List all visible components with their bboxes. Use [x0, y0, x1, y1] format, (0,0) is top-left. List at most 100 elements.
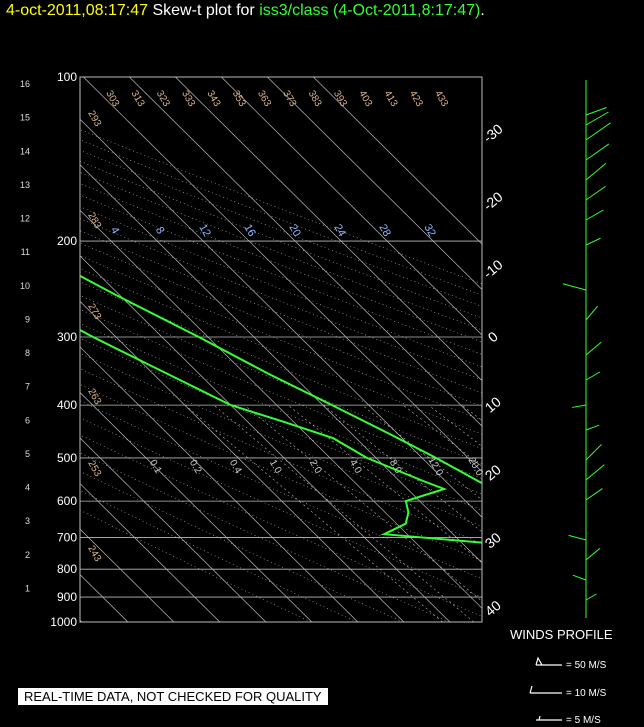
isotherm-line [80, 164, 482, 564]
pressure-tick-label: 800 [57, 562, 77, 576]
dry-adiabat-line [80, 384, 482, 562]
mixing-ratio-line [428, 404, 482, 447]
wind-barb [585, 488, 603, 501]
mixing-ratio-line [185, 404, 443, 622]
height-tick-label: 16 [20, 79, 30, 89]
dry-adiabat-line [80, 139, 482, 296]
height-tick-label: 14 [20, 146, 30, 156]
dry-adiabat-label: 383 [306, 89, 324, 109]
dry-adiabat-line [80, 206, 482, 368]
dry-adiabat-line [80, 230, 482, 394]
height-tick-label: 13 [20, 180, 30, 190]
wind-barb [585, 107, 607, 116]
dry-adiabat-label: 353 [230, 89, 248, 109]
winds-profile-title: WINDS PROFILE [510, 627, 613, 642]
pressure-tick-label: 900 [57, 590, 77, 604]
wind-barb [585, 424, 600, 431]
dry-adiabat-line [80, 281, 482, 450]
mixing-ratio-line [244, 404, 482, 602]
dry-adiabat-line [80, 160, 482, 319]
wind-barb [585, 548, 601, 561]
isotherm-line [221, 77, 482, 336]
date-time-label: 4-oct-2011,08:17:47 [6, 2, 149, 19]
dry-adiabat-line [80, 242, 482, 407]
height-tick-label: 2 [25, 550, 30, 560]
mixing-ratio-line [361, 404, 482, 501]
dry-adiabat-line [80, 323, 482, 495]
wind-barb [585, 371, 601, 381]
height-tick-label: 9 [25, 314, 30, 324]
isotherm-line [267, 77, 482, 290]
dry-adiabat-label: 433 [432, 89, 450, 109]
dewpoint-trace [80, 328, 482, 544]
wind-legend-barb-50 [535, 656, 562, 666]
mixing-ratio-label: 24 [331, 222, 348, 239]
dry-adiabat-label: 333 [179, 89, 197, 109]
temperature-trace [80, 274, 482, 485]
mixing-ratio-label: 8.0 [387, 458, 404, 476]
pressure-tick-label: 300 [57, 330, 77, 344]
dry-adiabat-line [80, 337, 482, 511]
wind-barb [585, 341, 602, 356]
title-period: . [480, 2, 485, 19]
wind-barb [585, 237, 601, 246]
pressure-tick-label: 400 [57, 398, 77, 412]
dry-adiabat-label: 293 [85, 109, 103, 129]
dry-adiabat-line [80, 129, 482, 285]
dry-adiabat-label: 343 [204, 89, 222, 109]
height-tick-label: 8 [25, 348, 30, 358]
wind-barb [572, 404, 587, 408]
mixing-ratio-label: 28 [376, 222, 393, 239]
isotherm-right-label: 0 [485, 328, 501, 345]
isotherm-line [80, 255, 451, 622]
dry-adiabat-line [80, 268, 482, 435]
dry-adiabat-label: 253 [85, 459, 103, 479]
mixing-ratio-line [461, 404, 482, 421]
isotherm-line [129, 77, 482, 427]
dry-adiabat-line [80, 368, 482, 544]
isotherm-right-label: 10 [482, 393, 504, 415]
plot-frame [79, 76, 483, 623]
mixing-ratio-label: 12.0 [426, 456, 445, 479]
mixing-ratio-line [402, 404, 482, 467]
quality-notice: REAL-TIME DATA, NOT CHECKED FOR QUALITY [18, 688, 328, 705]
dry-adiabat-line [80, 352, 482, 527]
isotherm-line [80, 346, 359, 622]
height-tick-label: 6 [25, 415, 30, 425]
chart-title: 4-oct-2011,08:17:47 Skew-t plot for iss3… [6, 2, 485, 20]
isotherm-right-label: 40 [482, 597, 504, 619]
mixing-ratio-line [287, 404, 482, 564]
dry-adiabat-label: 243 [85, 544, 103, 564]
wind-barb [585, 464, 605, 481]
dry-adiabat-label: 393 [331, 89, 349, 109]
pressure-tick-label: 700 [57, 531, 77, 545]
wind-barb [585, 209, 604, 221]
mixing-ratio-label: 8 [153, 225, 166, 236]
wind-barb [572, 574, 587, 581]
mixing-ratio-label: 1.0 [267, 458, 284, 476]
pressure-tick-label: 500 [57, 451, 77, 465]
isotherm-line [80, 483, 221, 622]
dry-adiabat-line [80, 434, 482, 617]
wind-barb [585, 305, 598, 321]
height-tick-label: 15 [20, 113, 30, 123]
height-tick-label: 10 [20, 281, 30, 291]
height-tick-label: 3 [25, 516, 30, 526]
mixing-ratio-line [213, 404, 474, 622]
isotherm-right-label: 30 [482, 529, 504, 551]
wind-barb [562, 283, 587, 291]
dry-adiabat-line [80, 218, 482, 381]
dry-adiabat-label: 373 [280, 89, 298, 109]
pressure-tick-label: 200 [57, 234, 77, 248]
dry-adiabat-line [80, 255, 482, 421]
dry-adiabat-label: 363 [255, 89, 273, 109]
wind-legend-barb-5 [536, 715, 562, 721]
dry-adiabat-line [80, 150, 482, 307]
dry-adiabat-line [80, 309, 482, 479]
dry-adiabat-line [80, 172, 482, 331]
isotherm-line [83, 77, 482, 473]
isotherm-line [0, 77, 36, 622]
wind-barb [585, 122, 611, 141]
dry-adiabat-label: 303 [103, 89, 121, 109]
